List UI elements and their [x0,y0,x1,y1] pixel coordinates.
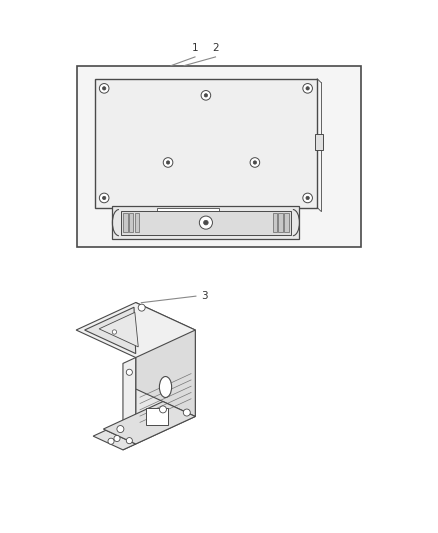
Bar [273,213,277,232]
Bar [134,207,277,215]
Circle shape [253,161,257,164]
Circle shape [126,438,132,443]
Circle shape [163,158,173,167]
Circle shape [204,220,208,225]
Circle shape [201,91,211,100]
Circle shape [99,84,109,93]
Polygon shape [76,303,195,358]
Text: 2: 2 [212,43,219,53]
Circle shape [184,409,190,416]
Bar [279,213,283,232]
Bar [129,213,133,232]
Bar [95,79,317,207]
Polygon shape [123,358,136,450]
Polygon shape [93,430,136,450]
Bar [284,213,289,232]
Circle shape [117,425,124,433]
Circle shape [138,304,145,311]
Circle shape [166,161,170,164]
Circle shape [306,196,309,200]
Bar [146,408,168,425]
Circle shape [303,84,312,93]
Circle shape [108,438,114,445]
Circle shape [102,87,106,90]
Circle shape [306,87,309,90]
Bar [134,213,139,232]
Circle shape [159,406,166,413]
Bar [315,134,323,150]
Circle shape [204,94,208,97]
Circle shape [250,158,260,167]
Polygon shape [103,401,195,444]
Circle shape [303,193,312,203]
Polygon shape [85,307,136,353]
Circle shape [102,196,106,200]
Ellipse shape [159,376,172,398]
Polygon shape [136,330,195,444]
Circle shape [114,435,120,441]
Circle shape [112,330,117,334]
Circle shape [199,216,212,229]
Bar [121,211,291,235]
Polygon shape [99,312,138,347]
Bar [123,213,127,232]
Text: 1: 1 [192,43,198,53]
Bar [113,206,300,239]
Text: 3: 3 [201,291,208,301]
Circle shape [126,369,132,375]
Circle shape [99,193,109,203]
Bar [157,208,219,214]
Bar [77,66,361,247]
Polygon shape [136,303,195,416]
